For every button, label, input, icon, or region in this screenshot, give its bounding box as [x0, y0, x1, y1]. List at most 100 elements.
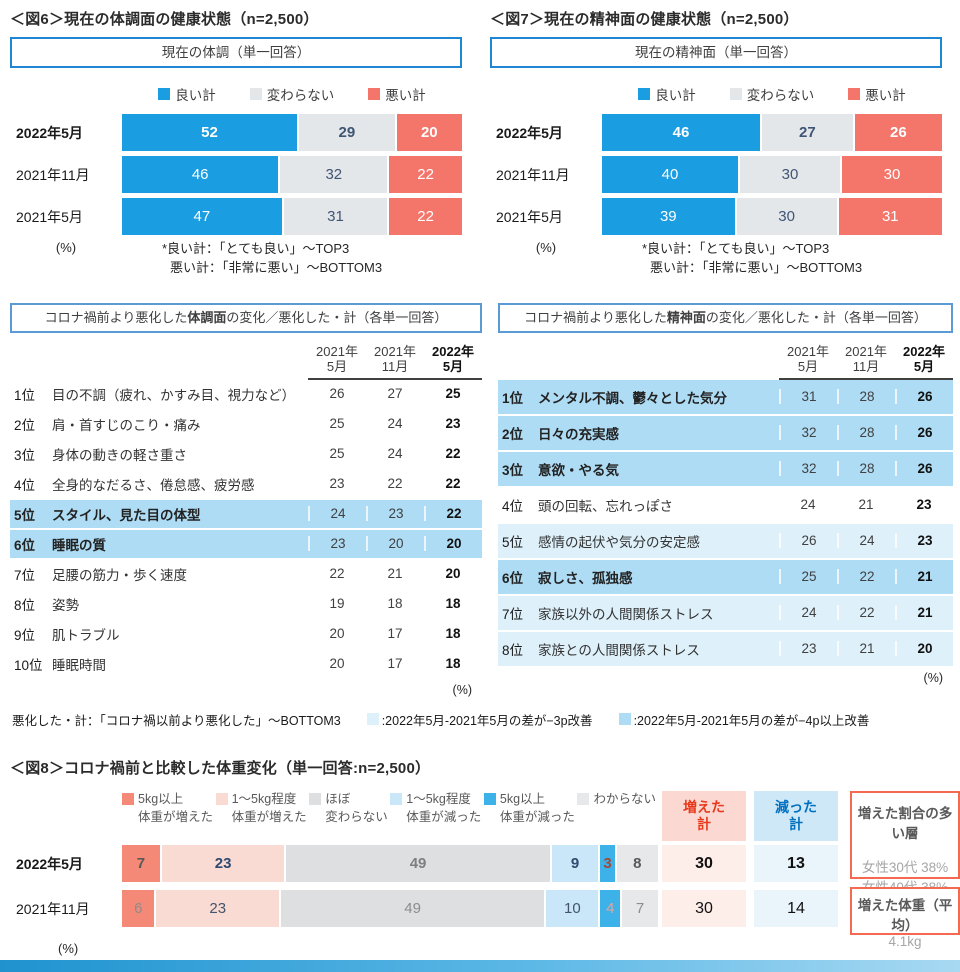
- bar-row: 2022年5月 46 27 26: [490, 114, 942, 151]
- legend-line2: 体重が減った: [499, 809, 575, 824]
- value-cell: 26: [895, 389, 953, 405]
- legend-line1: わからない: [593, 792, 656, 806]
- header-prefix: コロナ禍前より悪化した: [524, 310, 667, 325]
- rank-cell: 4位: [502, 498, 524, 514]
- value-cell: 25: [779, 569, 837, 585]
- bar-segment: 40: [602, 156, 738, 193]
- bar-segment: 7: [620, 890, 658, 927]
- table-row: 10位 睡眠時間 20 17 18: [10, 650, 482, 680]
- item-label: 睡眠時間: [52, 657, 106, 673]
- bar-segment: 23: [154, 890, 279, 927]
- value-cell: 20: [445, 566, 461, 582]
- totals-header-line: 計: [789, 816, 803, 832]
- col-header-line: 11月: [852, 358, 880, 374]
- totals-value-cell: 14: [754, 890, 838, 927]
- value-cell: 22: [837, 605, 895, 621]
- col-header: 2022年 5月: [424, 344, 482, 380]
- rank-cell: 6位: [502, 570, 524, 586]
- bar-row-label: 2021年5月: [16, 208, 83, 225]
- table-row: 1位 目の不調（疲れ、かすみ目、視力など） 26 27 25: [10, 380, 482, 410]
- bar-segment: 26: [852, 114, 942, 151]
- fig8-title: ＜図8＞コロナ禍前と比較した体重変化（単一回答:n=2,500）: [10, 760, 431, 777]
- worsened-mental-unit: (%): [923, 670, 943, 685]
- table-row: 9位 肌トラブル 20 17 18: [10, 620, 482, 650]
- fig7-note1: *良い計：「とても良い」～TOP3: [642, 241, 830, 256]
- fig6-legend: 良い計 変わらない 悪い計: [122, 84, 462, 104]
- bar-segment: 4: [598, 890, 621, 927]
- table-row: 5位 感情の起伏や気分の安定感 26 24 23: [498, 523, 953, 560]
- bar-segment: 8: [614, 845, 658, 882]
- value-cell: 20: [366, 536, 424, 552]
- rank-cell: 5位: [502, 534, 524, 550]
- rank-cell: 5位: [14, 507, 36, 523]
- value-cell: 17: [387, 656, 403, 672]
- table-row: 3位 意欲・やる気 32 28 26: [498, 451, 953, 488]
- legend-label: 5kg以上 体重が減った: [500, 791, 575, 826]
- increased-total-header: 増えた計: [662, 791, 746, 841]
- col-header: 2021年 5月: [308, 344, 366, 380]
- legend-label: ほぼ 変わらない: [325, 791, 388, 826]
- stacked-bar: 39 30 31: [602, 198, 942, 235]
- legend-item: わからない: [577, 791, 656, 826]
- stacked-bar: 47 31 22: [122, 198, 462, 235]
- item-label: 身体の動きの軽さ重さ: [52, 447, 187, 463]
- fig6-title: ＜図6＞現在の体調面の健康状態（n=2,500）: [10, 11, 319, 28]
- col-header: 2021年 5月: [779, 344, 837, 380]
- col-header: 2021年 11月: [366, 344, 424, 380]
- stacked-bar: 6 23 49 10 4 7: [122, 890, 658, 927]
- bar-row: 2021年11月 6 23 49 10 4 7: [10, 890, 660, 927]
- value-cell: 22: [445, 476, 461, 492]
- worsened-mental-ranking: 2021年 5月 2021年 11月 2022年 5月 1位 メンタル不調、鬱々とした気分 31…: [498, 344, 953, 668]
- col-header-line: 5月: [913, 358, 935, 374]
- col-header-line: 5月: [326, 358, 348, 374]
- value-cell: 22: [329, 566, 345, 582]
- fig7-bars: 2022年5月 46 27 26 2021年11月 40 30 30 2021年5月 39 30 31: [490, 114, 942, 235]
- header-suffix: の変化／悪化した・計（各単一回答）: [226, 310, 448, 325]
- average-gain-title: 増えた体重（平均）: [857, 898, 953, 933]
- item-label: 肩・首すじのこり・痛み: [52, 417, 201, 433]
- bar-segment: 9: [549, 845, 599, 882]
- value-cell: 23: [329, 476, 345, 492]
- bar-segment: 22: [387, 198, 462, 235]
- fig7-note2: 悪い計：「非常に悪い」～BOTTOM3: [650, 259, 863, 275]
- item-label: メンタル不調、鬱々とした気分: [538, 390, 727, 406]
- rank-cell: 9位: [14, 627, 36, 643]
- legend-swatch-icon: [368, 88, 381, 100]
- legend-swatch-icon: [309, 793, 322, 805]
- value-cell: 18: [445, 626, 461, 642]
- table-head: 2021年 5月 2021年 11月 2022年 5月: [10, 344, 482, 380]
- bar-segment: 30: [840, 156, 942, 193]
- legend-item: 1～5kg程度 体重が増えた: [215, 791, 307, 826]
- legend-line2: 変わらない: [325, 809, 388, 824]
- stacked-bar: 46 27 26: [602, 114, 942, 151]
- value-cell: 32: [779, 425, 837, 441]
- value-cell: 23: [895, 533, 953, 549]
- value-cell: 24: [387, 416, 403, 432]
- stacked-bar: 52 29 20: [122, 114, 462, 151]
- bar-row-label: 2021年11月: [16, 166, 90, 183]
- bar-segment: 6: [122, 890, 155, 927]
- value-cell: 23: [445, 416, 461, 432]
- legend-item: 良い計: [638, 84, 696, 104]
- item-label: 寂しさ、孤独感: [538, 570, 633, 586]
- value-cell: 22: [387, 476, 403, 492]
- item-label: 意欲・やる気: [538, 462, 619, 478]
- worsened-physical-header: コロナ禍前より悪化した体調面の変化／悪化した・計（各単一回答）: [10, 303, 482, 333]
- value-cell: 26: [895, 425, 953, 441]
- legend-swatch-icon: [638, 88, 651, 100]
- rank-cell: 8位: [502, 642, 524, 658]
- header-bold: 精神面: [666, 310, 706, 325]
- footnote-legend-label: :2022年5月-2021年5月の差が−4p以上改善: [633, 714, 870, 728]
- increased-segment-title: 増えた割合の多い層: [857, 806, 953, 841]
- decreased-total-header: 減った計: [754, 791, 838, 841]
- bar-segment: 30: [738, 156, 840, 193]
- bar-segment: 31: [281, 198, 388, 235]
- value-cell: 26: [779, 533, 837, 549]
- fig7-question-box: 現在の精神面（単一回答）: [490, 37, 942, 68]
- header-prefix: コロナ禍前より悪化した: [44, 310, 188, 325]
- item-label: 肌トラブル: [52, 627, 120, 643]
- item-label: 家族以外の人間関係ストレス: [538, 606, 714, 622]
- rank-cell: 1位: [502, 390, 524, 406]
- bar-row: 2022年5月 52 29 20: [10, 114, 462, 151]
- bar-segment: 10: [544, 890, 599, 927]
